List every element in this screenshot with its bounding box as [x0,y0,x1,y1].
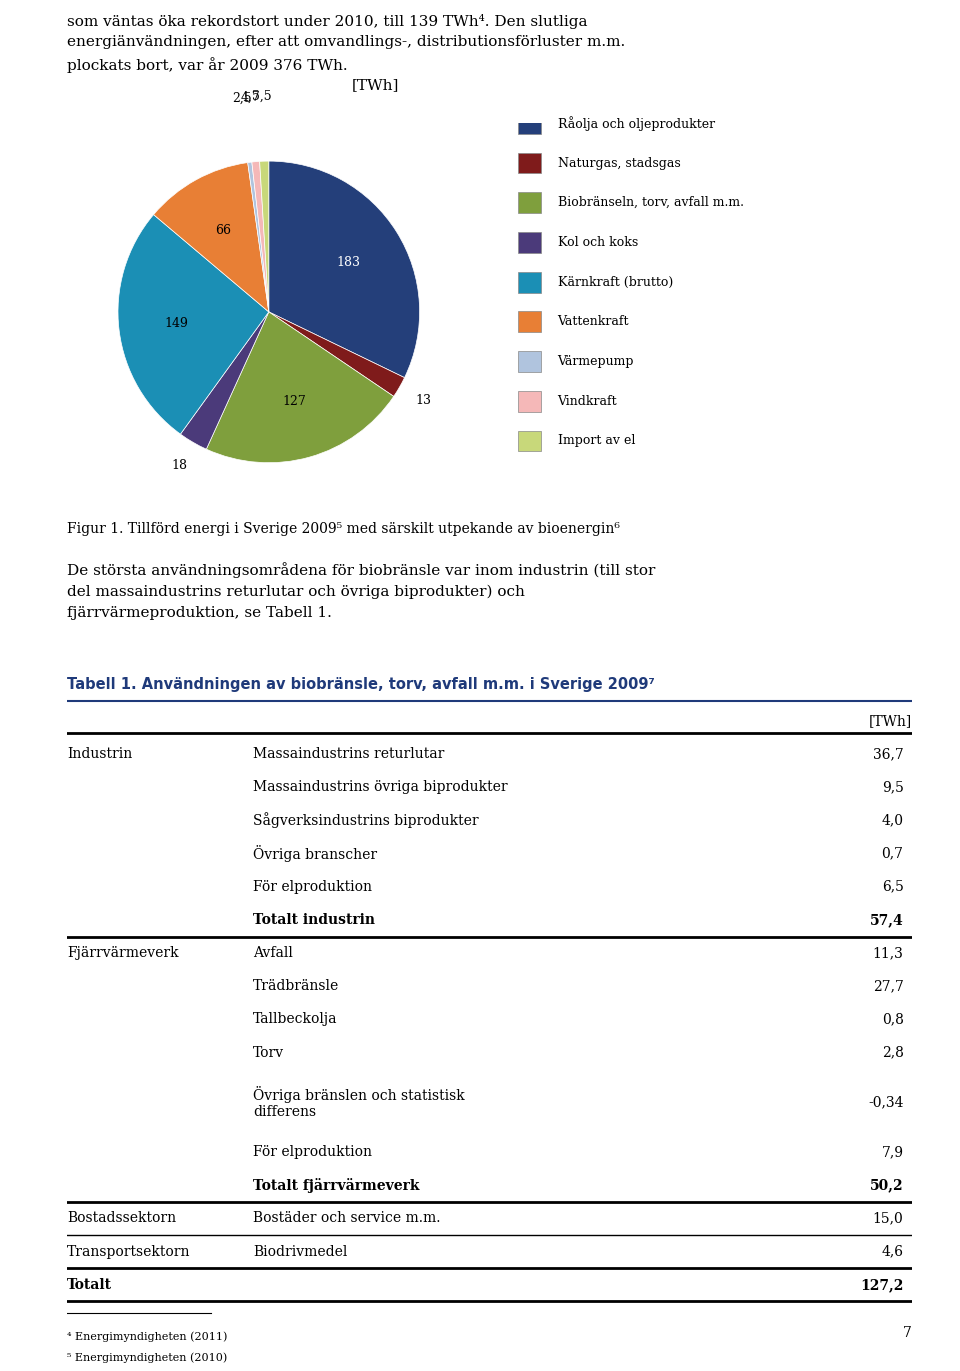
Text: 7,9: 7,9 [881,1145,903,1158]
Text: 11,3: 11,3 [873,946,903,960]
Bar [518,391,541,411]
Text: Import av el: Import av el [558,435,635,447]
Text: Tallbeckolja: Tallbeckolja [253,1012,338,1027]
Text: Värmepump: Värmepump [558,355,635,367]
Bar [518,311,541,332]
Text: 6,5: 6,5 [881,880,903,894]
Text: Naturgas, stadsgas: Naturgas, stadsgas [558,156,681,170]
Text: 15,0: 15,0 [873,1212,903,1226]
Text: För elproduktion: För elproduktion [253,1145,372,1158]
Text: Totalt: Totalt [67,1278,112,1291]
Text: Vattenkraft: Vattenkraft [558,315,629,328]
Text: 2,8: 2,8 [881,1046,903,1060]
Text: Övriga branscher: Övriga branscher [253,845,377,862]
Bar [518,152,541,174]
Wedge shape [269,160,420,377]
Text: 2,5: 2,5 [231,92,252,104]
Wedge shape [248,162,269,311]
Text: Kärnkraft (brutto): Kärnkraft (brutto) [558,276,673,289]
Bar [518,112,541,134]
Text: ⁴ Energimyndigheten (2011): ⁴ Energimyndigheten (2011) [67,1331,228,1342]
Text: Tabell 1. Användningen av biobränsle, torv, avfall m.m. i Sverige 2009⁷: Tabell 1. Användningen av biobränsle, to… [67,677,655,692]
Text: 0,8: 0,8 [881,1012,903,1027]
Text: 57,4: 57,4 [870,913,903,927]
Text: Massaindustrins övriga biprodukter: Massaindustrins övriga biprodukter [253,780,508,794]
Text: 4,0: 4,0 [881,813,903,828]
Text: 50,2: 50,2 [870,1178,903,1193]
Text: 36,7: 36,7 [873,747,903,761]
Text: [TWh]: [TWh] [869,714,912,728]
Text: Avfall: Avfall [253,946,293,960]
Text: Övriga bränslen och statistisk
differens: Övriga bränslen och statistisk differens [253,1086,465,1119]
Text: 18: 18 [172,459,187,472]
Text: Kol och koks: Kol och koks [558,236,637,250]
Text: Råolja och oljeprodukter: Råolja och oljeprodukter [558,117,715,130]
Text: Transportsektorn: Transportsektorn [67,1245,191,1259]
Wedge shape [269,311,404,396]
Text: De största användningsområdena för biobränsle var inom industrin (till stor
del : De största användningsområdena för biobr… [67,562,656,620]
Text: [TWh]: [TWh] [351,78,399,92]
Text: 4,6: 4,6 [881,1245,903,1259]
Text: ⁵ Energimyndigheten (2010): ⁵ Energimyndigheten (2010) [67,1352,228,1363]
Text: 66: 66 [216,223,231,237]
Text: 149: 149 [164,317,188,330]
Bar [518,232,541,252]
Text: 0,7: 0,7 [881,847,903,861]
Text: Vindkraft: Vindkraft [558,395,617,407]
Wedge shape [118,215,269,435]
Text: 5,5: 5,5 [252,90,272,103]
Wedge shape [206,311,394,462]
Text: För elproduktion: För elproduktion [253,880,372,894]
Text: Fjärrvärmeverk: Fjärrvärmeverk [67,946,179,960]
Bar [518,351,541,372]
Wedge shape [154,163,269,311]
Wedge shape [252,162,269,311]
Wedge shape [180,311,269,450]
Text: som väntas öka rekordstort under 2010, till 139 TWh⁴. Den slutliga
energiänvändn: som väntas öka rekordstort under 2010, t… [67,14,626,73]
Wedge shape [259,160,269,311]
Text: Trädbränsle: Trädbränsle [253,979,339,993]
Text: Industrin: Industrin [67,747,132,761]
Text: Totalt fjärrvärmeverk: Totalt fjärrvärmeverk [253,1178,420,1193]
Text: Bostadssektorn: Bostadssektorn [67,1212,177,1226]
Text: 27,7: 27,7 [873,979,903,993]
Text: 183: 183 [336,256,360,269]
Text: 13: 13 [415,395,431,407]
Text: Biobränseln, torv, avfall m.m.: Biobränseln, torv, avfall m.m. [558,196,744,210]
Bar [518,271,541,292]
Text: 127,2: 127,2 [860,1278,903,1291]
Text: Massaindustrins returlutar: Massaindustrins returlutar [253,747,444,761]
Text: -0,34: -0,34 [868,1095,903,1109]
Bar [518,192,541,213]
Text: 7: 7 [903,1326,912,1339]
Text: Biodrivmedel: Biodrivmedel [253,1245,348,1259]
Bar [518,430,541,451]
Text: Sågverksindustrins biprodukter: Sågverksindustrins biprodukter [253,813,479,828]
Text: Figur 1. Tillförd energi i Sverige 2009⁵ med särskilt utpekande av bioenergin⁶: Figur 1. Tillförd energi i Sverige 2009⁵… [67,522,620,536]
Text: 4,7: 4,7 [240,90,260,104]
Text: Torv: Torv [253,1046,284,1060]
Text: 9,5: 9,5 [881,780,903,794]
Text: 127: 127 [282,395,306,409]
Text: Totalt industrin: Totalt industrin [253,913,375,927]
Text: Bostäder och service m.m.: Bostäder och service m.m. [253,1212,441,1226]
